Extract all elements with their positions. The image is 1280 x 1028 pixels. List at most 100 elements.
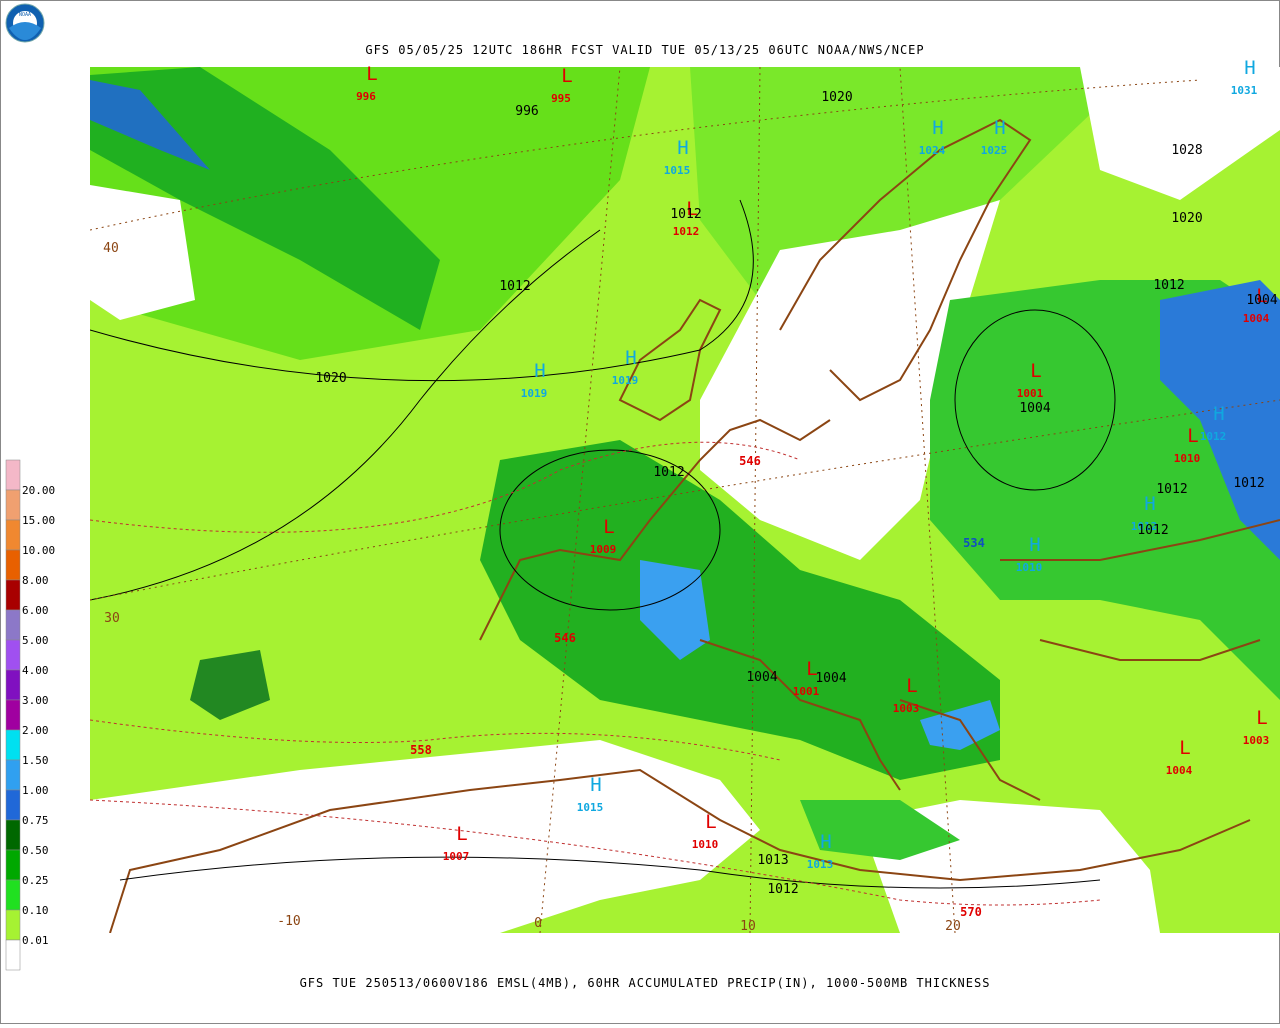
precip-zone [480, 440, 1000, 780]
legend-label: 8.00 [22, 574, 49, 587]
legend-swatch [5, 729, 21, 761]
isobar-label: 1004 [815, 671, 846, 686]
thickness-lines [90, 441, 1101, 906]
map-area [90, 67, 1280, 933]
high-symbol: H [994, 117, 1005, 139]
low-pressure: 1007 [443, 850, 470, 863]
isobar-label: 1012 [1156, 482, 1187, 497]
dry-area [700, 200, 1000, 560]
legend-swatch [5, 579, 21, 611]
isobar-label: 1020 [315, 371, 346, 386]
legend-swatch [5, 699, 21, 731]
low-pressure: 1003 [893, 702, 920, 715]
low-pressure: 1001 [1017, 387, 1044, 400]
legend-swatch [5, 879, 21, 911]
logo-text: NOAA [19, 12, 31, 18]
low-pressure: 1001 [793, 685, 820, 698]
isobar-label: 1012 [653, 465, 684, 480]
legend-swatch [5, 489, 21, 521]
isobar [499, 449, 721, 611]
isobar-label: 1012 [670, 207, 701, 222]
noaa-logo: NOAA [5, 3, 45, 43]
grid-label: 0 [534, 916, 542, 931]
coastlines [109, 118, 1280, 933]
low-symbol: L [603, 516, 614, 538]
legend-swatch [5, 789, 21, 821]
legend-label: 0.50 [22, 844, 49, 857]
high-pressure: 1024 [919, 144, 946, 157]
thickness-label: 546 [739, 454, 761, 468]
isobar-label: 1020 [821, 90, 852, 105]
low-symbol: L [1256, 285, 1267, 307]
high-pressure: 1025 [981, 144, 1008, 157]
coastline [1000, 519, 1280, 661]
grid-label: 30 [104, 611, 120, 626]
high-symbol: H [820, 831, 831, 853]
precip-zone [800, 800, 960, 860]
isobar-label: 1004 [1246, 293, 1277, 308]
high-pressure: 1019 [521, 387, 548, 400]
coastline [109, 768, 1251, 933]
map-caption: GFS TUE 250513/0600V186 EMSL(4MB), 60HR … [300, 976, 991, 990]
low-pressure: 1012 [673, 225, 700, 238]
isobar-label: 1012 [499, 279, 530, 294]
legend-label: 5.00 [22, 634, 49, 647]
precip-legend: 20.00 15.00 10.00 8.00 6.00 5.00 4.00 3.00 2.00 1… [5, 459, 55, 971]
isobar-label: 1013 [757, 853, 788, 868]
isobar-label: 996 [515, 104, 538, 119]
graticule-line [90, 399, 1280, 601]
coastline [779, 118, 1032, 402]
dry-area [1080, 67, 1280, 200]
high-symbol: H [625, 347, 636, 369]
low-symbol: L [1179, 737, 1190, 759]
legend-label: 6.00 [22, 604, 49, 617]
logo-wave [9, 22, 41, 40]
coastline [699, 639, 1041, 801]
legend-swatch [5, 819, 21, 851]
map-title: GFS 05/05/25 12UTC 186HR FCST VALID TUE … [365, 43, 924, 57]
high-pressure: 1012 [1131, 520, 1158, 533]
thickness-label: 534 [963, 536, 985, 550]
precip-zone [640, 560, 710, 660]
precip-zone [190, 650, 270, 720]
high-pressure: 1012 [1200, 430, 1227, 443]
thickness-label: 558 [410, 743, 432, 757]
isobar-label: 1020 [1171, 211, 1202, 226]
low-pressure: 1004 [1243, 312, 1270, 325]
low-symbol: L [686, 198, 697, 220]
high-symbol: H [590, 774, 601, 796]
high-pressure: 1031 [1231, 84, 1258, 97]
low-symbol: L [1256, 707, 1267, 729]
isobar-label: 1012 [767, 882, 798, 897]
legend-swatch [5, 609, 21, 641]
low-pressure: 1010 [1174, 452, 1201, 465]
low-symbol: L [561, 65, 572, 87]
legend-label: 10.00 [22, 544, 55, 557]
low-symbol: L [456, 823, 467, 845]
legend-swatch [5, 669, 21, 701]
low-symbol: L [1030, 360, 1041, 382]
thickness-line [90, 799, 1101, 906]
high-symbol: H [1029, 534, 1040, 556]
graticule-line [899, 67, 956, 933]
low-pressure: 995 [551, 92, 571, 105]
high-symbol: H [1213, 403, 1224, 425]
thickness-label: 570 [960, 905, 982, 919]
high-pressure: 1019 [612, 374, 639, 387]
high-symbol: H [1244, 57, 1255, 79]
low-pressure: 996 [356, 90, 376, 103]
legend-swatch [5, 849, 21, 881]
high-pressure: 1010 [1016, 561, 1043, 574]
precip-zone [90, 67, 440, 330]
isobar-label: 1028 [1171, 143, 1202, 158]
legend-label: 0.25 [22, 874, 49, 887]
high-pressure: 1015 [664, 164, 691, 177]
legend-label: 3.00 [22, 694, 49, 707]
high-pressure: 1015 [577, 801, 604, 814]
legend-label: 2.00 [22, 724, 49, 737]
legend-swatch [5, 459, 21, 491]
isobar-label: 1012 [1153, 278, 1184, 293]
low-pressure: 1009 [590, 543, 617, 556]
graticule-line [90, 79, 1201, 231]
